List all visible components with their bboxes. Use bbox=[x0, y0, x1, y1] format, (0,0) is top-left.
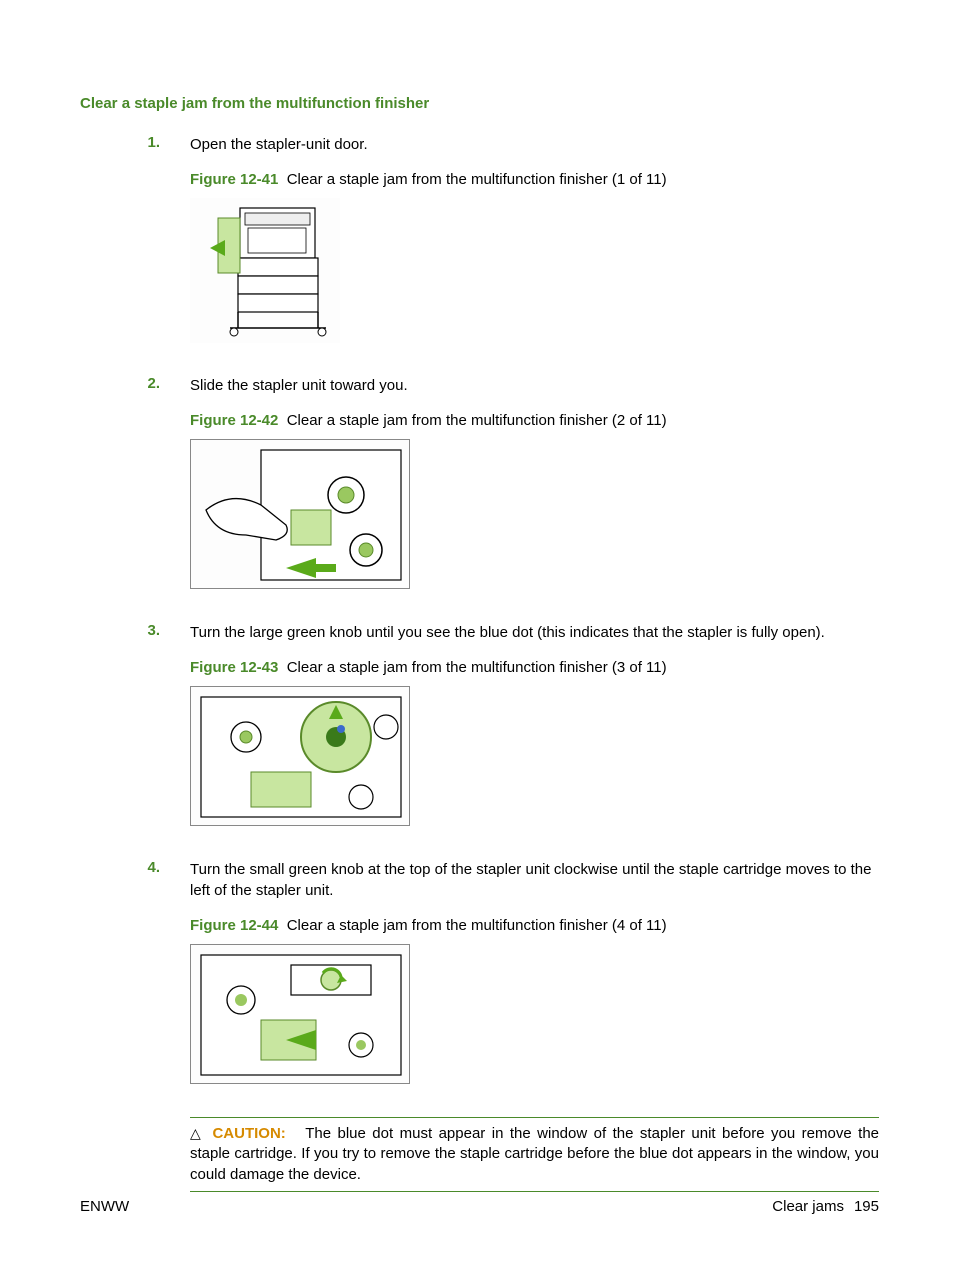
figure-label: Figure 12-44 bbox=[190, 917, 278, 934]
step-number: 3. bbox=[80, 622, 190, 841]
caution-label: CAUTION: bbox=[212, 1125, 285, 1142]
figure-caption: Figure 12-41 Clear a staple jam from the… bbox=[190, 169, 879, 190]
step-body: Turn the large green knob until you see … bbox=[190, 622, 879, 841]
figure-label: Figure 12-43 bbox=[190, 659, 278, 676]
page-number: 195 bbox=[854, 1198, 879, 1215]
step-text: Slide the stapler unit toward you. bbox=[190, 375, 879, 396]
caution-block: △ CAUTION: The blue dot must appear in t… bbox=[190, 1117, 879, 1192]
figure-caption-text: Clear a staple jam from the multifunctio… bbox=[287, 659, 667, 676]
step-body: Open the stapler-unit door. Figure 12-41… bbox=[190, 134, 879, 357]
figure-caption: Figure 12-44 Clear a staple jam from the… bbox=[190, 915, 879, 936]
figure-label: Figure 12-41 bbox=[190, 171, 278, 188]
footer-right: Clear jams 195 bbox=[772, 1198, 879, 1215]
step-text: Turn the small green knob at the top of … bbox=[190, 859, 879, 901]
step-number: 4. bbox=[80, 859, 190, 1099]
caution-icon: △ bbox=[190, 1124, 206, 1143]
figure-12-43 bbox=[190, 686, 879, 833]
step-body: Turn the small green knob at the top of … bbox=[190, 859, 879, 1099]
footer-section: Clear jams bbox=[772, 1198, 844, 1215]
figure-12-44 bbox=[190, 944, 879, 1091]
green-knob-illustration bbox=[190, 686, 410, 826]
figure-caption-text: Clear a staple jam from the multifunctio… bbox=[287, 917, 667, 934]
section-title: Clear a staple jam from the multifunctio… bbox=[80, 95, 879, 112]
footer-left: ENWW bbox=[80, 1198, 129, 1215]
step-body: Slide the stapler unit toward you. Figur… bbox=[190, 375, 879, 604]
step-4: 4. Turn the small green knob at the top … bbox=[80, 859, 879, 1099]
figure-caption: Figure 12-42 Clear a staple jam from the… bbox=[190, 410, 879, 431]
step-3: 3. Turn the large green knob until you s… bbox=[80, 622, 879, 841]
figure-caption: Figure 12-43 Clear a staple jam from the… bbox=[190, 657, 879, 678]
step-2: 2. Slide the stapler unit toward you. Fi… bbox=[80, 375, 879, 604]
page: Clear a staple jam from the multifunctio… bbox=[0, 0, 954, 1270]
figure-12-41 bbox=[190, 198, 879, 349]
step-text: Turn the large green knob until you see … bbox=[190, 622, 879, 643]
printer-illustration bbox=[190, 198, 340, 343]
step-number: 1. bbox=[80, 134, 190, 357]
figure-12-42 bbox=[190, 439, 879, 596]
page-footer: ENWW Clear jams 195 bbox=[80, 1198, 879, 1215]
figure-caption-text: Clear a staple jam from the multifunctio… bbox=[287, 412, 667, 429]
cartridge-knob-illustration bbox=[190, 944, 410, 1084]
figure-caption-text: Clear a staple jam from the multifunctio… bbox=[287, 171, 667, 188]
figure-label: Figure 12-42 bbox=[190, 412, 278, 429]
step-1: 1. Open the stapler-unit door. Figure 12… bbox=[80, 134, 879, 357]
step-text: Open the stapler-unit door. bbox=[190, 134, 879, 155]
stapler-slide-illustration bbox=[190, 439, 410, 589]
step-number: 2. bbox=[80, 375, 190, 604]
